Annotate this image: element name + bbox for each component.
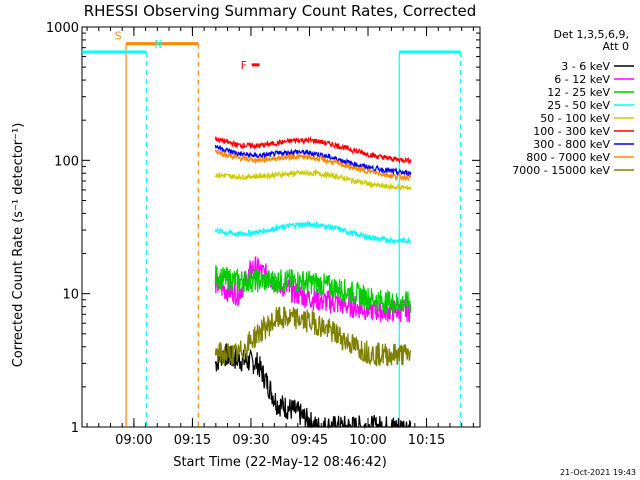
series-line [214, 342, 412, 430]
legend-label: 100 - 300 keV [533, 125, 610, 138]
plot-border [81, 26, 481, 428]
legend-label: 3 - 6 keV [561, 60, 610, 73]
legend-label: 6 - 12 keV [554, 73, 610, 86]
series-line [214, 306, 412, 367]
y-tick-label: 1 [71, 421, 79, 436]
y-tick-label: 10 [62, 288, 79, 303]
x-tick-label: 09:30 [232, 433, 269, 448]
legend-label: 25 - 50 keV [547, 99, 610, 112]
legend-label: 50 - 100 keV [540, 112, 610, 125]
plot-frame [81, 26, 481, 428]
series-line [214, 144, 412, 177]
x-axis-ticks: 09:00 09:15 09:30 09:45 10:00 10:15 [86, 27, 474, 448]
y-axis-label: Corrected Count Rate (s⁻¹ detector⁻¹) [11, 123, 26, 368]
flag-label: N [154, 38, 162, 51]
flag-label: S [115, 30, 122, 43]
legend-label: 800 - 7000 keV [526, 151, 610, 164]
legend-label: 7000 - 15000 keV [512, 164, 610, 177]
x-axis-label: Start Time (22-May-12 08:46:42) [173, 455, 387, 470]
legend-header: Att 0 [603, 40, 629, 53]
x-tick-label: 10:15 [408, 433, 445, 448]
series-line [214, 168, 412, 191]
y-axis-ticks: 1 10 100 1000 [46, 21, 480, 436]
y-tick-label: 1000 [46, 21, 79, 36]
series-lines [214, 136, 412, 430]
legend-header: Det 1,3,5,6,9, [553, 28, 629, 41]
series-line [214, 148, 412, 182]
flag-label: F [241, 59, 247, 72]
series-line [214, 265, 412, 315]
x-tick-label: 09:15 [174, 433, 211, 448]
x-tick-label: 09:00 [115, 433, 152, 448]
series-line [214, 219, 411, 246]
legend-label: 12 - 25 keV [547, 86, 610, 99]
timestamp: 21-Oct-2021 19:43 [560, 468, 636, 477]
chart-title: RHESSI Observing Summary Count Rates, Co… [84, 2, 477, 20]
x-tick-label: 09:45 [291, 433, 328, 448]
series-line [214, 136, 412, 165]
x-tick-label: 10:00 [349, 433, 386, 448]
y-tick-label: 100 [54, 154, 79, 169]
legend-label: 300 - 800 keV [533, 138, 610, 151]
